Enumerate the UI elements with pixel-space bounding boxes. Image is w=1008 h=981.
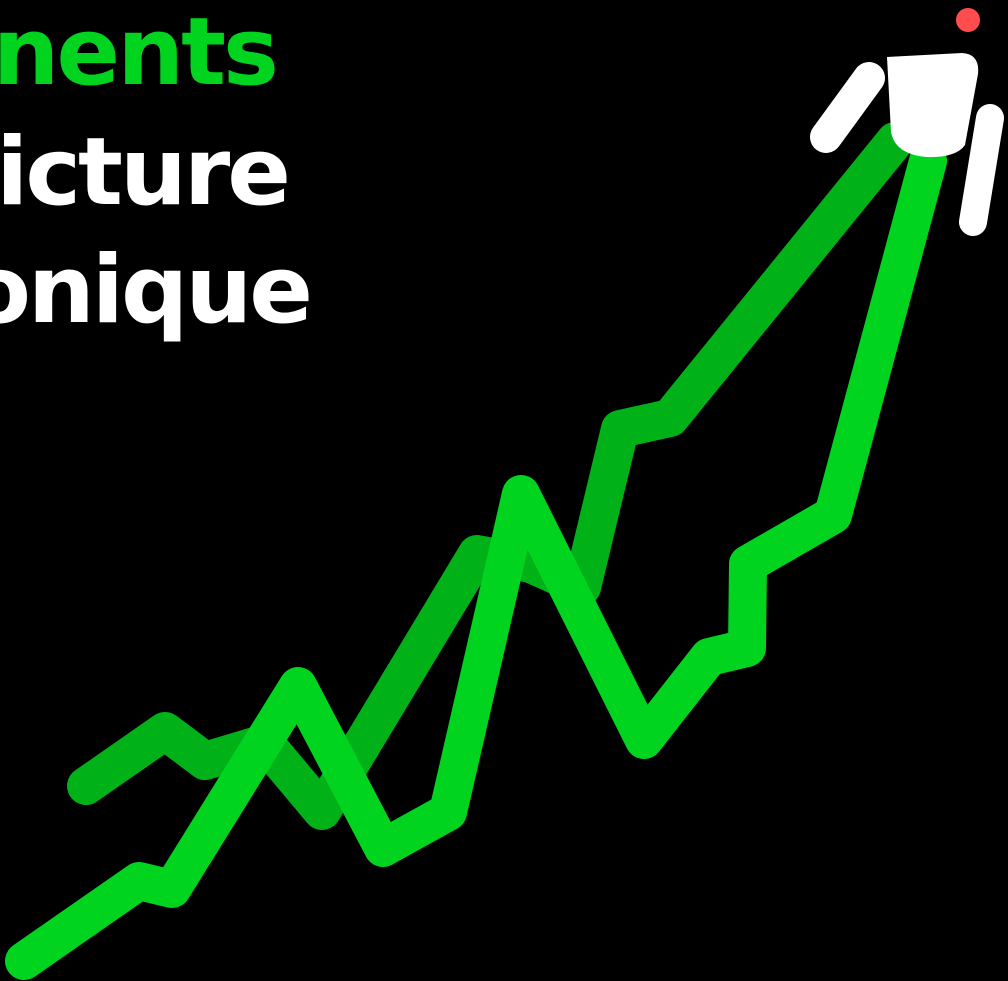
red-dot-icon: [956, 8, 980, 32]
headline-line-1: nents: [0, 0, 279, 107]
bright-green-line: [5, 142, 947, 980]
headline: nents icture onique: [0, 0, 420, 380]
person-figure-icon: [810, 53, 1004, 236]
dark-green-line: [67, 122, 914, 830]
headline-line-3: onique: [0, 236, 313, 345]
headline-line-2: icture: [0, 118, 291, 227]
